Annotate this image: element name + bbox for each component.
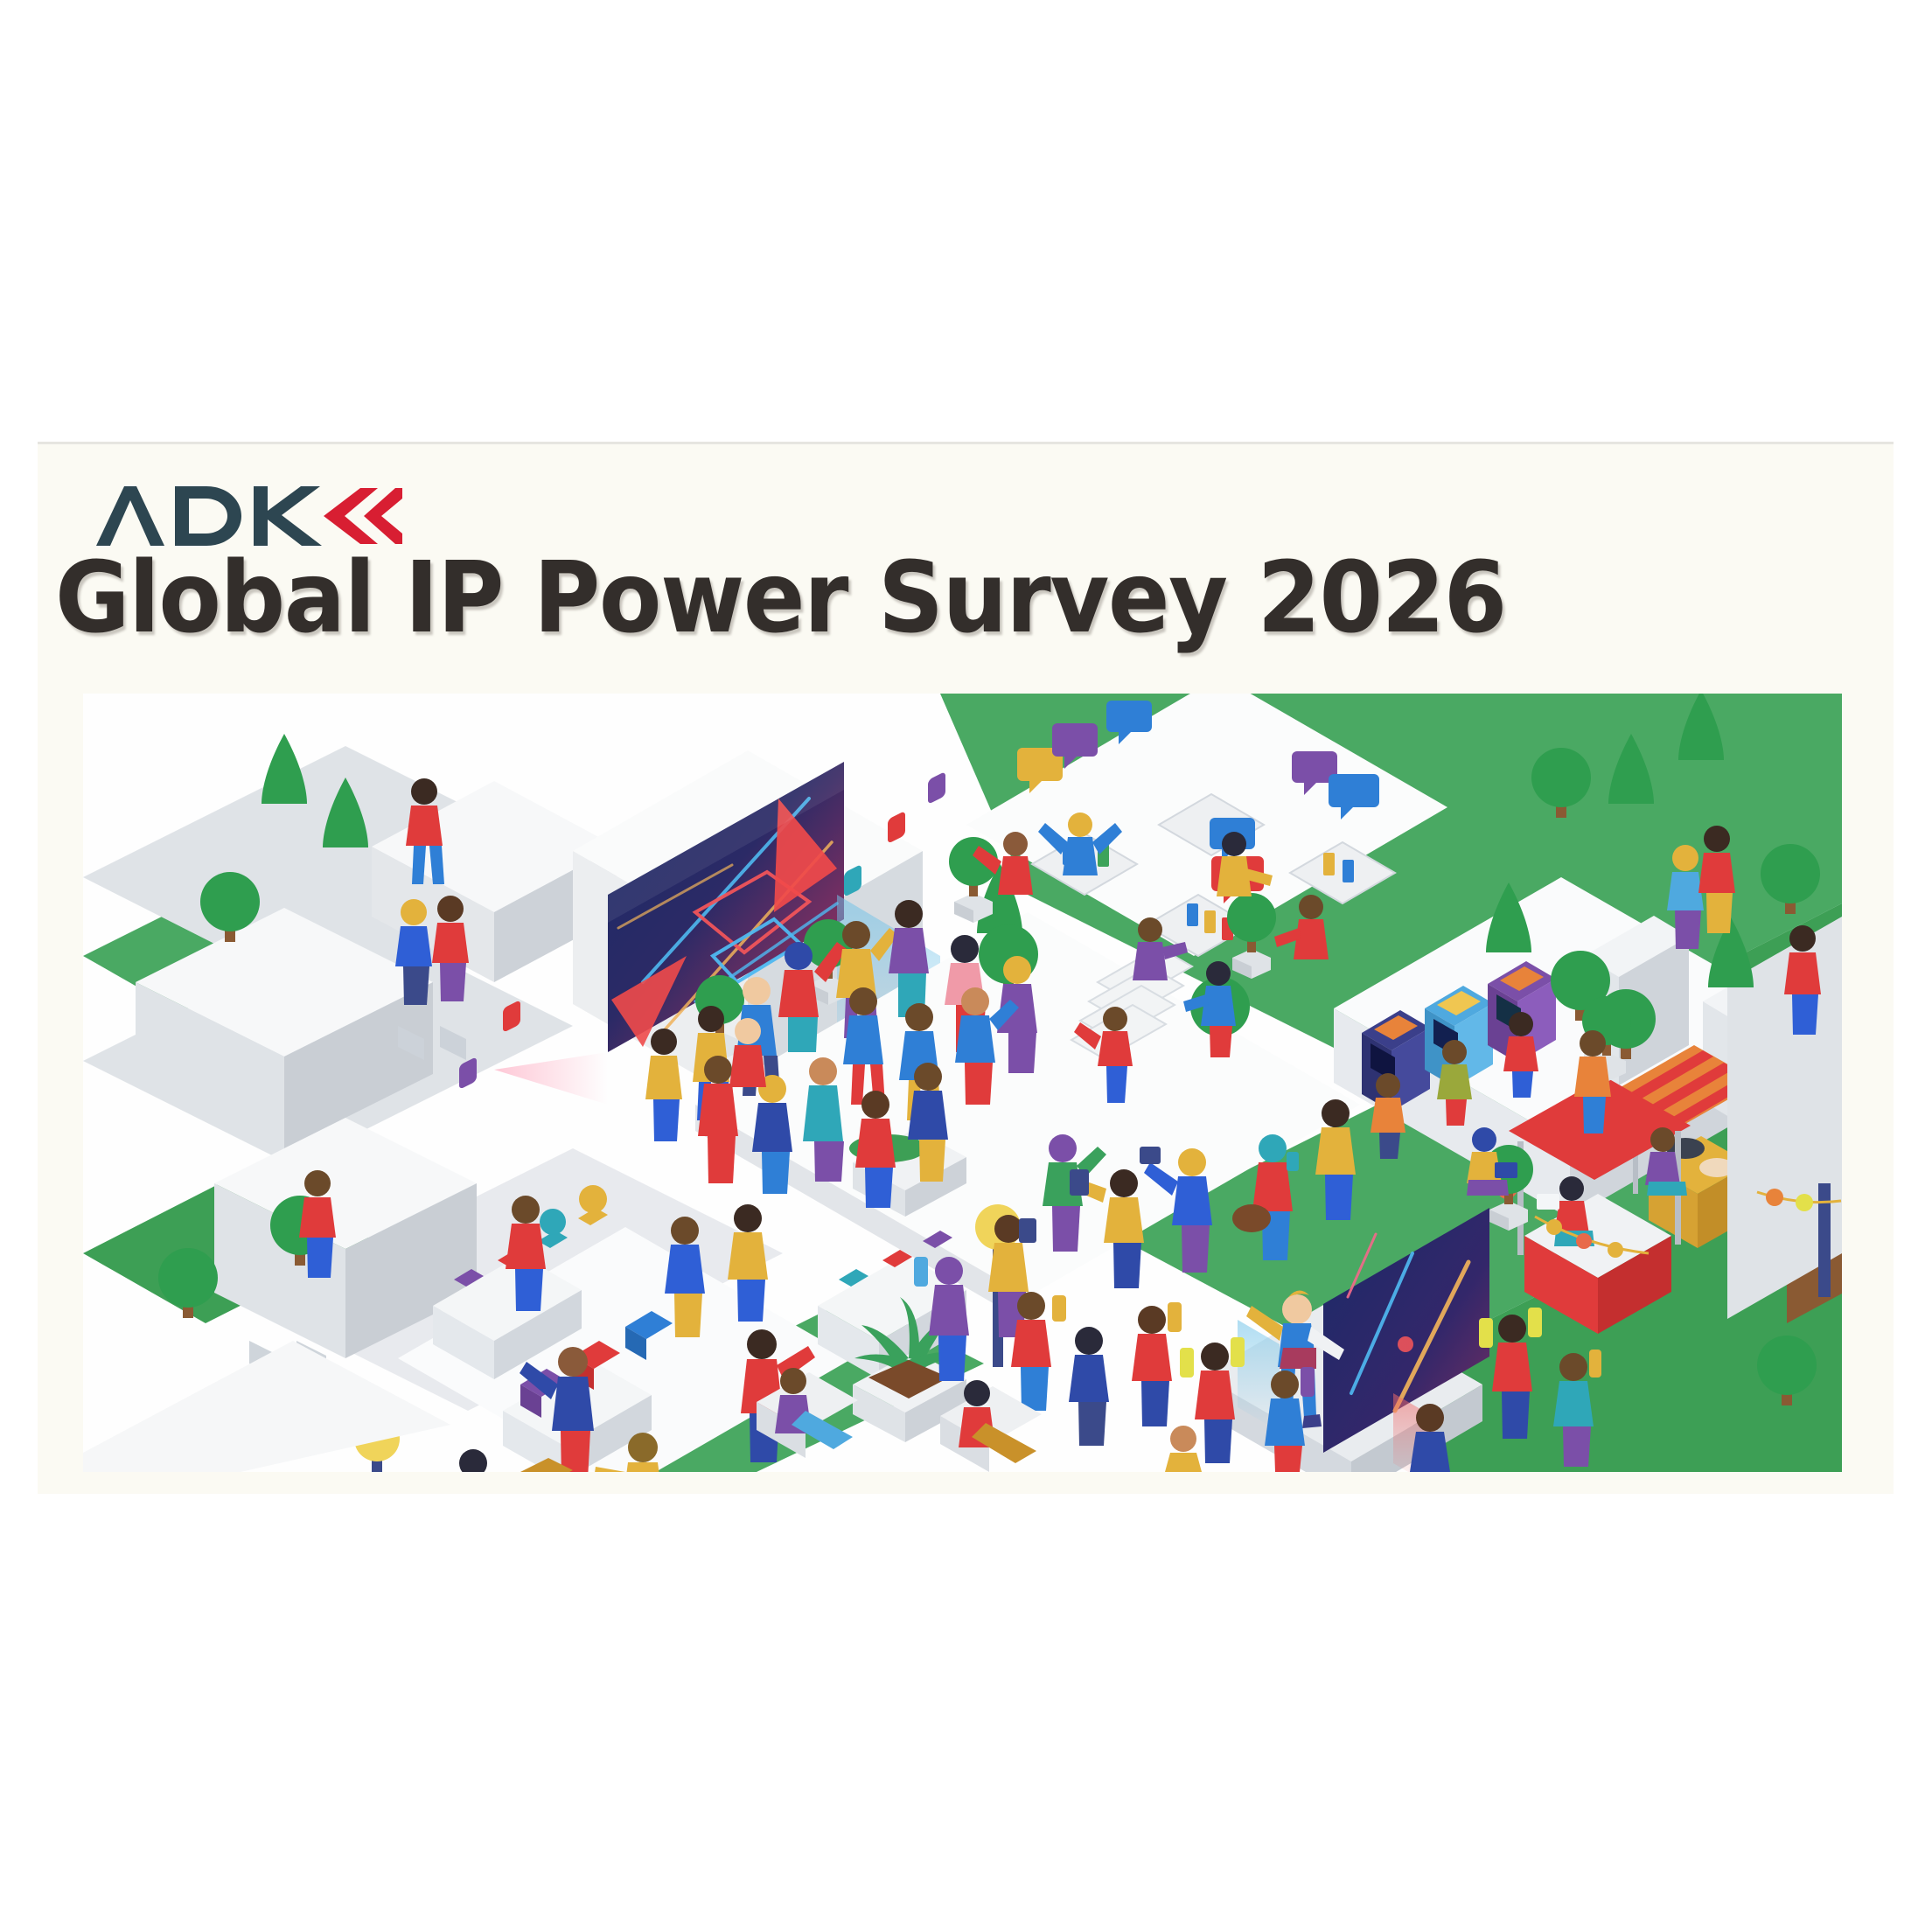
person [1038, 813, 1122, 875]
audience-crowd [645, 900, 1037, 1208]
person [1217, 832, 1273, 896]
person [1070, 1169, 1144, 1288]
ground-edges [83, 1341, 450, 1472]
arcade-people [1371, 1012, 1687, 1246]
person [803, 1057, 844, 1182]
person [1011, 1292, 1066, 1411]
promo-card: Global IP Power Survey 2026 [38, 442, 1894, 1494]
person [1180, 1337, 1245, 1463]
shop-people [459, 1196, 815, 1472]
arcade-cabinets [1362, 961, 1556, 1112]
person [506, 1196, 546, 1311]
person [1667, 845, 1704, 949]
person [395, 899, 432, 1005]
person [432, 896, 469, 1001]
person [1698, 826, 1735, 933]
person [665, 1217, 705, 1337]
cafe-people [973, 813, 1329, 1103]
person [1183, 961, 1236, 1057]
person [1232, 1134, 1299, 1260]
adk-logo-svg [96, 486, 402, 546]
person [855, 1091, 896, 1208]
page-title: Global IP Power Survey 2026 [55, 541, 1507, 655]
person [908, 1063, 948, 1182]
person [595, 1433, 659, 1472]
person [1274, 895, 1329, 959]
hero-illustration [83, 694, 1842, 1472]
park-walkers [299, 778, 1821, 1278]
person [406, 778, 444, 884]
person [1371, 1073, 1405, 1159]
person [1410, 1404, 1450, 1472]
person [1133, 917, 1188, 980]
person [1437, 1040, 1472, 1126]
person [955, 987, 1019, 1105]
bunting [1534, 1189, 1842, 1258]
chevron-left-mark-outer [364, 488, 402, 544]
person [1479, 1308, 1542, 1439]
person [1503, 1012, 1538, 1098]
person [1265, 1367, 1315, 1472]
person [914, 1257, 969, 1381]
person [1165, 1426, 1202, 1472]
person [1553, 1350, 1601, 1467]
person [520, 1347, 594, 1472]
adk-wordmark [96, 486, 322, 546]
figurines-a [454, 1001, 608, 1287]
person [1645, 1127, 1687, 1196]
person [1784, 925, 1821, 1035]
person [459, 1449, 573, 1472]
isometric-city-svg [83, 694, 1842, 1472]
person [698, 1056, 738, 1183]
bench-people [757, 1368, 1042, 1472]
person [1467, 1127, 1517, 1196]
person [1140, 1147, 1212, 1273]
person [1069, 1327, 1109, 1446]
person [752, 1075, 792, 1194]
person [959, 1380, 1036, 1463]
person [645, 1029, 682, 1141]
figurines-c [839, 772, 952, 1287]
person [729, 1018, 766, 1087]
person [778, 942, 847, 1052]
chevron-left-mark [324, 488, 378, 544]
plaza-crowd [914, 1099, 1601, 1472]
person [299, 1170, 336, 1278]
person [1132, 1302, 1182, 1426]
person [1574, 1030, 1611, 1133]
person [728, 1204, 768, 1322]
adk-logo[interactable] [87, 481, 402, 549]
person [1074, 1007, 1133, 1103]
billboard-screen [608, 762, 844, 1052]
person [1315, 1099, 1356, 1220]
person [775, 1368, 853, 1449]
person [973, 832, 1033, 895]
